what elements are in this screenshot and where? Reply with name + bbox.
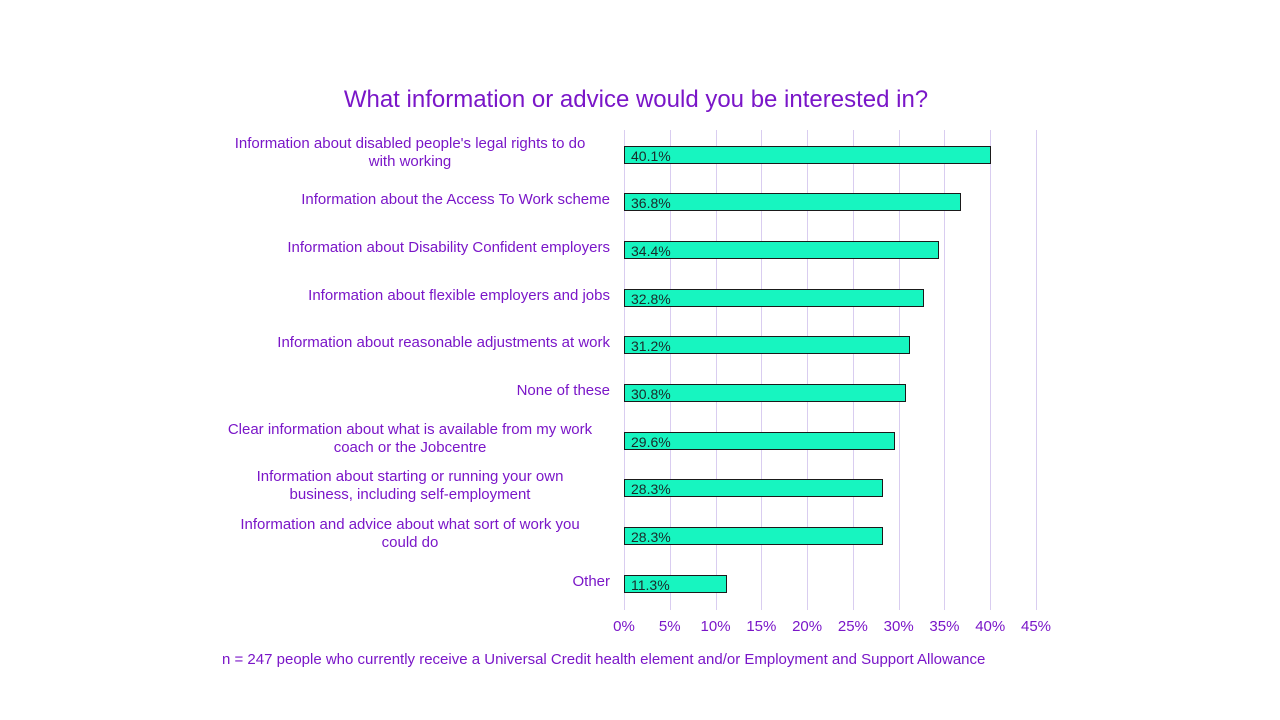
bar-value-label: 28.3% (631, 529, 671, 546)
gridline (761, 130, 763, 610)
bar: 28.3% (624, 527, 884, 546)
gridline (624, 130, 625, 610)
x-tick-label: 25% (837, 618, 868, 635)
bar: 40.1% (624, 145, 992, 164)
bar: 28.3% (624, 479, 884, 498)
gridline (715, 130, 717, 610)
gridline (669, 130, 671, 610)
category-label: Clear information about what is availabl… (227, 420, 593, 456)
bar-value-label: 11.3% (631, 576, 670, 593)
bar-value-label: 29.6% (631, 433, 671, 450)
bar: 29.6% (624, 431, 895, 450)
gridline (807, 130, 809, 610)
gridline (944, 130, 946, 610)
x-tick-label: 45% (1020, 618, 1052, 635)
x-tick-label: 15% (746, 618, 777, 635)
x-tick-label: 10% (700, 618, 731, 635)
gridline (898, 130, 900, 610)
bar: 31.2% (624, 336, 910, 355)
bar-value-label: 28.3% (631, 481, 671, 498)
bar: 30.8% (624, 384, 906, 402)
bar-value-label: 36.8% (631, 195, 671, 212)
x-tick-label: 40% (975, 618, 1006, 635)
category-label: Information about starting or running yo… (256, 468, 564, 504)
category-label: Information and advice about what sort o… (240, 516, 580, 552)
category-label: Information about disabled people's lega… (234, 134, 586, 170)
bar: 11.3% (624, 574, 728, 593)
bar: 36.8% (624, 193, 961, 212)
sample-note: n = 247 people who currently receive a U… (222, 651, 986, 668)
plot-area: 40.1% 36.8% 34.4% 32.8% 31.2% 30.8% 29.6% 28.3%… (624, 130, 1037, 610)
gridline (1036, 130, 1037, 610)
bar: 32.8% (624, 288, 925, 307)
bar-value-label: 31.2% (631, 338, 671, 355)
x-tick-label: 20% (792, 618, 823, 635)
category-label: None of these (516, 382, 610, 399)
category-label: Information about reasonable adjustments… (277, 334, 610, 352)
category-label: Information about Disability Confident e… (287, 238, 610, 256)
category-label: Other (572, 572, 610, 590)
bar-value-label: 34.4% (631, 242, 671, 259)
gridline (990, 130, 992, 610)
category-label: Information about flexible employers and… (308, 286, 610, 304)
gridline (852, 130, 854, 610)
x-tick-label: 5% (658, 618, 681, 635)
bar-value-label: 30.8% (631, 386, 671, 402)
bar-value-label: 40.1% (631, 147, 671, 164)
bar: 34.4% (624, 240, 939, 259)
category-label: Information about the Access To Work sch… (301, 191, 610, 209)
bar-value-label: 32.8% (631, 290, 671, 307)
x-tick-label: 30% (883, 618, 914, 635)
x-tick-label: 35% (929, 618, 960, 635)
chart-title: What information or advice would you be … (343, 86, 929, 113)
x-tick-label: 0% (613, 618, 635, 635)
